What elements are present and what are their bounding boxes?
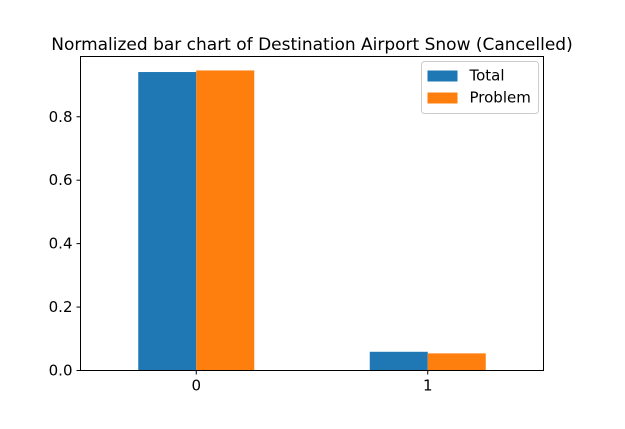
- bar-total-1: [369, 351, 428, 371]
- chart-title: Normalized bar chart of Destination Airp…: [51, 35, 572, 55]
- x-tick-label: 0: [191, 377, 201, 395]
- y-tick-label: 0.6: [49, 171, 73, 189]
- plot-frame: [80, 56, 544, 371]
- y-tick-label: 0.0: [49, 362, 73, 380]
- legend-label-total: Total: [469, 67, 505, 85]
- legend-swatch-problem: [427, 92, 458, 104]
- bar-problem-0: [196, 70, 255, 371]
- bar-problem-1: [427, 353, 486, 371]
- x-tick-label: 1: [423, 377, 433, 395]
- bar-total-0: [138, 72, 197, 371]
- y-tick-label: 0.8: [49, 108, 73, 126]
- y-tick-label: 0.4: [49, 235, 73, 253]
- bars-group: [138, 70, 486, 371]
- y-tick-label: 0.2: [49, 298, 73, 316]
- y-axis: 0.0 0.2 0.4 0.6 0.8: [49, 108, 81, 380]
- legend-label-problem: Problem: [470, 89, 531, 107]
- legend: Total Problem: [421, 61, 539, 114]
- legend-swatch-total: [427, 70, 458, 82]
